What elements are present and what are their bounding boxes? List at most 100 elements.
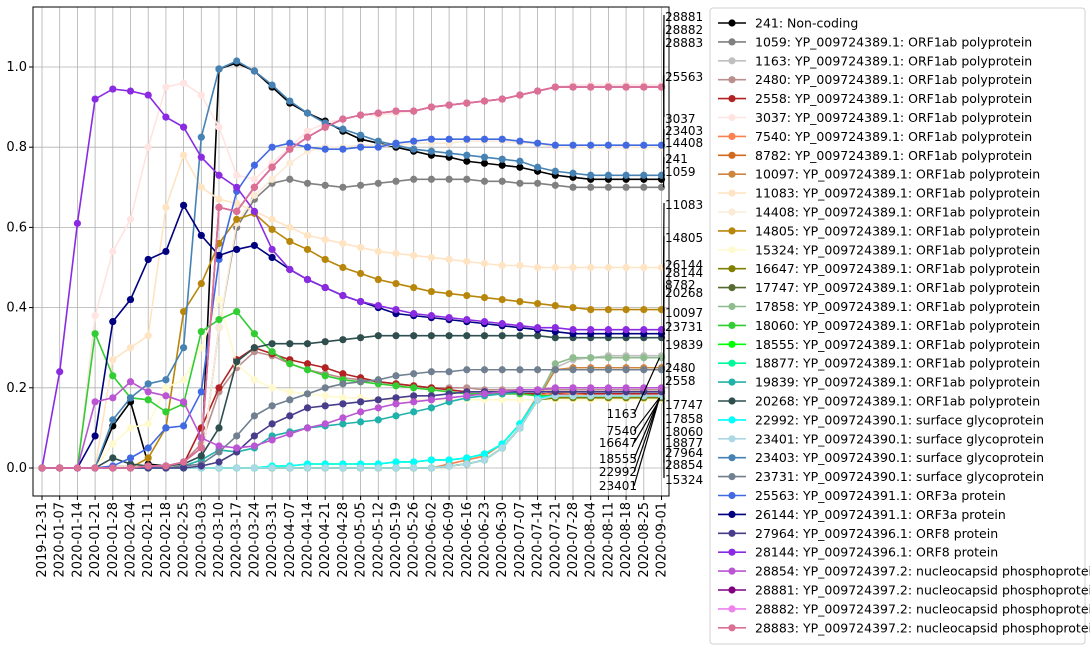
legend-swatch-marker [728,113,736,122]
data-point [233,199,241,207]
legend-entry-label: 22992: YP_009724390.1: surface glycoprot… [755,412,1044,427]
data-point [126,464,135,472]
data-point [392,458,400,466]
data-point [427,456,435,464]
annotation-label: 2480 [665,361,696,375]
data-point [587,354,595,362]
series-line [42,212,662,469]
data-point [480,259,489,268]
legend-entry-label: 16647: YP_009724389.1: ORF1ab polyprotei… [755,261,1040,276]
series-line [42,395,662,469]
data-point [180,79,188,87]
data-point [197,424,205,432]
data-point [640,171,648,179]
data-point [551,324,559,332]
data-point [551,141,559,149]
data-point [569,141,577,149]
data-point [250,175,258,183]
data-point [321,181,329,189]
legend-swatch-marker [728,416,736,424]
legend-swatch-marker [728,95,736,103]
data-point [233,215,241,223]
data-point [286,97,294,105]
data-point [144,332,152,340]
series-line [42,62,662,469]
data-point [551,360,559,368]
data-point [126,454,135,462]
data-point [463,257,471,266]
legend-entry-label: 1059: YP_009724389.1: ORF1ab polyprotein [755,34,1032,49]
data-point [321,464,329,472]
data-point [144,462,152,470]
data-point [569,366,577,374]
data-point [569,169,577,177]
data-point [410,398,418,406]
legend-swatch-marker [728,38,736,46]
data-point [321,420,329,428]
data-point [339,464,347,472]
y-tick-label: 0.2 [6,381,27,396]
data-point [73,219,81,227]
annotation-label: 23403 [665,124,703,138]
series-line [42,86,662,469]
legend-entry-label: 2480: YP_009724389.1: ORF1ab polyprotein [755,72,1032,87]
data-point [303,464,312,472]
data-point [339,239,347,248]
data-point [640,366,648,374]
x-tick-label: 2020-03-10 [212,502,227,578]
data-point [144,388,152,396]
annotation-label: 1163 [606,407,637,421]
x-tick-label: 2020-09-01 [655,502,670,578]
annotation-label: 28881 [665,10,703,24]
data-point [268,175,276,183]
data-point [268,245,276,254]
legend-entry-label: 20268: YP_009724389.1: ORF1ab polyprotei… [755,394,1040,409]
data-point [91,330,99,338]
x-tick-label: 2020-01-14 [70,502,85,578]
x-tick-label: 2020-07-21 [548,502,563,578]
data-point [516,332,524,340]
x-tick-label: 2020-05-26 [407,502,422,578]
data-point [321,372,329,380]
annotation-arrow [633,397,661,487]
data-point [374,179,382,187]
legend-entry-label: 18555: YP_009724389.1: ORF1ab polyprotei… [755,337,1040,352]
data-point [286,237,294,246]
data-point [587,366,595,374]
data-point [392,372,400,380]
data-point [321,145,329,153]
data-point [640,354,648,362]
x-tick-label: 2020-03-03 [194,502,209,578]
data-point [498,261,506,270]
data-point [374,143,382,151]
plot-frame [32,6,670,497]
data-point [480,390,489,398]
data-point [374,404,382,412]
data-point [56,464,64,472]
data-point [357,334,365,342]
data-point [339,414,347,422]
data-point [268,348,276,356]
data-point [374,376,382,384]
data-point [286,340,294,348]
data-point [303,109,312,117]
data-point [180,398,188,406]
data-point [162,408,170,416]
data-point [268,340,276,348]
data-point [516,366,524,374]
data-point [286,223,294,231]
data-point [516,322,524,330]
data-point [587,306,595,314]
legend-entry-label: 10097: YP_009724389.1: ORF1ab polyprotei… [755,167,1040,182]
data-point [392,400,400,408]
data-point [286,145,294,153]
annotation-arrow [662,85,665,118]
data-point [410,175,418,183]
data-point [197,231,205,240]
data-point [445,332,453,340]
data-point [534,299,542,308]
data-point [268,384,276,392]
annotation-label: 28882 [665,23,703,37]
